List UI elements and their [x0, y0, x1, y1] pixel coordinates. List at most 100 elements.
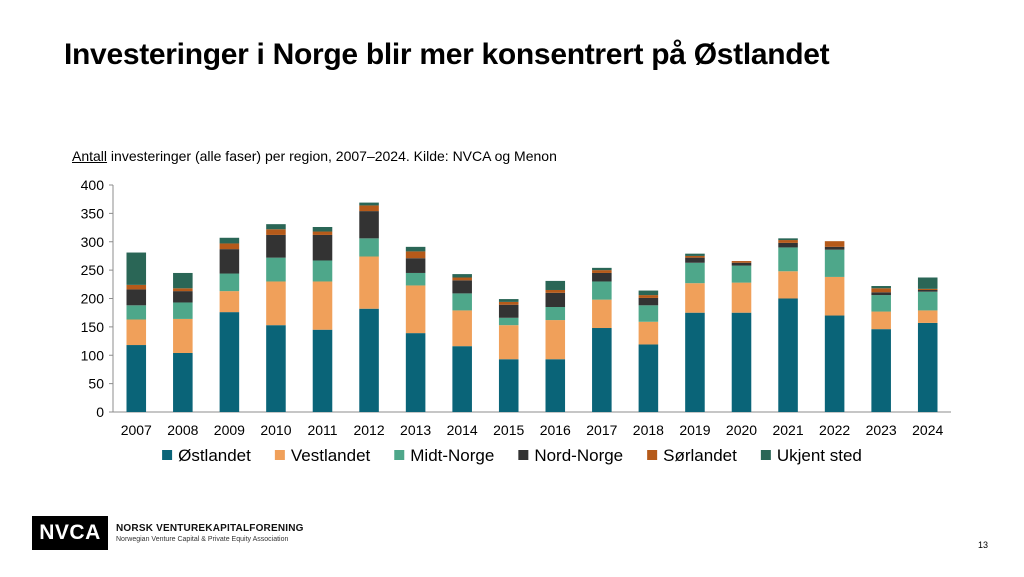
legend-label: Nord-Norge [534, 446, 623, 465]
bar-segment [126, 284, 147, 290]
bar-segment [871, 286, 891, 289]
bar-segment [452, 346, 472, 412]
bar-segment [592, 267, 612, 271]
bar-segment [312, 231, 333, 235]
bar-segment [405, 333, 426, 412]
x-tick-label: 2017 [586, 422, 617, 438]
bar-segment [778, 240, 798, 243]
legend-swatch [274, 450, 285, 460]
bar-segment [731, 282, 752, 313]
x-tick-label: 2021 [772, 422, 803, 438]
y-tick-label: 100 [81, 347, 105, 363]
subtitle-underlined-word: Antall [72, 148, 108, 164]
legend-label: Vestlandet [291, 446, 371, 465]
bar-segment [312, 234, 333, 261]
bar-segment [452, 310, 472, 347]
bar-segment [685, 283, 705, 313]
bar-segment [498, 325, 519, 360]
x-tick-label: 2016 [540, 422, 571, 438]
x-tick-label: 2020 [726, 422, 757, 438]
y-tick-label: 350 [81, 205, 105, 221]
bar-segment [545, 289, 566, 293]
x-tick-label: 2018 [633, 422, 664, 438]
y-tick-label: 150 [81, 319, 105, 335]
bar-segment [592, 272, 612, 282]
bar-segment [545, 280, 566, 290]
org-subtitle: Norwegian Venture Capital & Private Equi… [116, 536, 289, 543]
bar-segment [266, 325, 286, 412]
bar-segment [405, 285, 426, 334]
bar-segment [545, 359, 566, 412]
bar-segment [824, 241, 845, 247]
bar-segment [592, 270, 612, 273]
bar-segment [824, 315, 845, 412]
bar-segment [917, 289, 938, 292]
bar-segment [592, 281, 612, 300]
bar-segment [685, 262, 705, 284]
bar-segment [545, 292, 566, 308]
legend-swatch [518, 450, 529, 460]
bar-segment [452, 280, 472, 294]
y-tick-label: 400 [81, 177, 105, 193]
bar-segment [359, 308, 379, 412]
y-tick-label: 0 [96, 404, 104, 420]
legend-label: Ukjent sted [777, 446, 862, 465]
bar-segment [312, 329, 333, 412]
x-tick-label: 2012 [353, 422, 384, 438]
bar-segment [266, 229, 286, 235]
bar-segment [405, 246, 426, 252]
x-tick-label: 2008 [167, 422, 198, 438]
bar-segment [824, 276, 845, 316]
bar-segment [219, 312, 240, 412]
logo-mark: NVCA [32, 516, 108, 550]
legend-swatch [760, 450, 771, 460]
bar-segment [359, 211, 379, 239]
bar-segment [126, 289, 147, 306]
y-tick-label: 200 [81, 291, 105, 307]
bar-segment [266, 257, 286, 282]
bar-segment [871, 329, 891, 412]
x-tick-label: 2015 [493, 422, 524, 438]
bar-segment [731, 261, 752, 263]
bar-segment [126, 345, 147, 412]
x-tick-label: 2024 [912, 422, 943, 438]
x-tick-label: 2013 [400, 422, 431, 438]
bar-segment [359, 256, 379, 309]
bar-segment [778, 242, 798, 248]
bar-segment [359, 238, 379, 257]
x-tick-label: 2007 [121, 422, 152, 438]
bar-segment [685, 257, 705, 263]
bar-segment [917, 291, 938, 311]
bar-segment [498, 317, 519, 326]
bar-segment [126, 252, 147, 285]
x-tick-label: 2019 [679, 422, 710, 438]
bar-segment [731, 265, 752, 283]
bar-segment [778, 247, 798, 272]
bar-segment [359, 202, 379, 206]
bar-segment [359, 205, 379, 212]
org-name: NORSK VENTUREKAPITALFORENING [116, 523, 304, 534]
x-tick-label: 2009 [214, 422, 245, 438]
bar-segment [638, 305, 659, 322]
bar-segment [173, 272, 193, 289]
bar-segment [452, 293, 472, 311]
bar-segment [498, 301, 519, 305]
bar-segment [126, 305, 147, 320]
bar-segment [173, 291, 193, 303]
bar-segment [871, 288, 891, 293]
legend-label: Sørlandet [663, 446, 737, 465]
subtitle-text: investeringer (alle faser) per region, 2… [107, 148, 557, 164]
bar-segment [638, 344, 659, 412]
bar-segment [871, 292, 891, 296]
bar-segment [731, 312, 752, 412]
bar-segment [405, 258, 426, 273]
bar-segment [824, 246, 845, 250]
bar-segment [778, 271, 798, 299]
page-number: 13 [978, 540, 989, 550]
bar-segment [685, 312, 705, 412]
bar-segment [173, 288, 193, 292]
bar-segment [312, 281, 333, 330]
legend-label: Midt-Norge [410, 446, 494, 465]
bar-segment [266, 224, 286, 230]
